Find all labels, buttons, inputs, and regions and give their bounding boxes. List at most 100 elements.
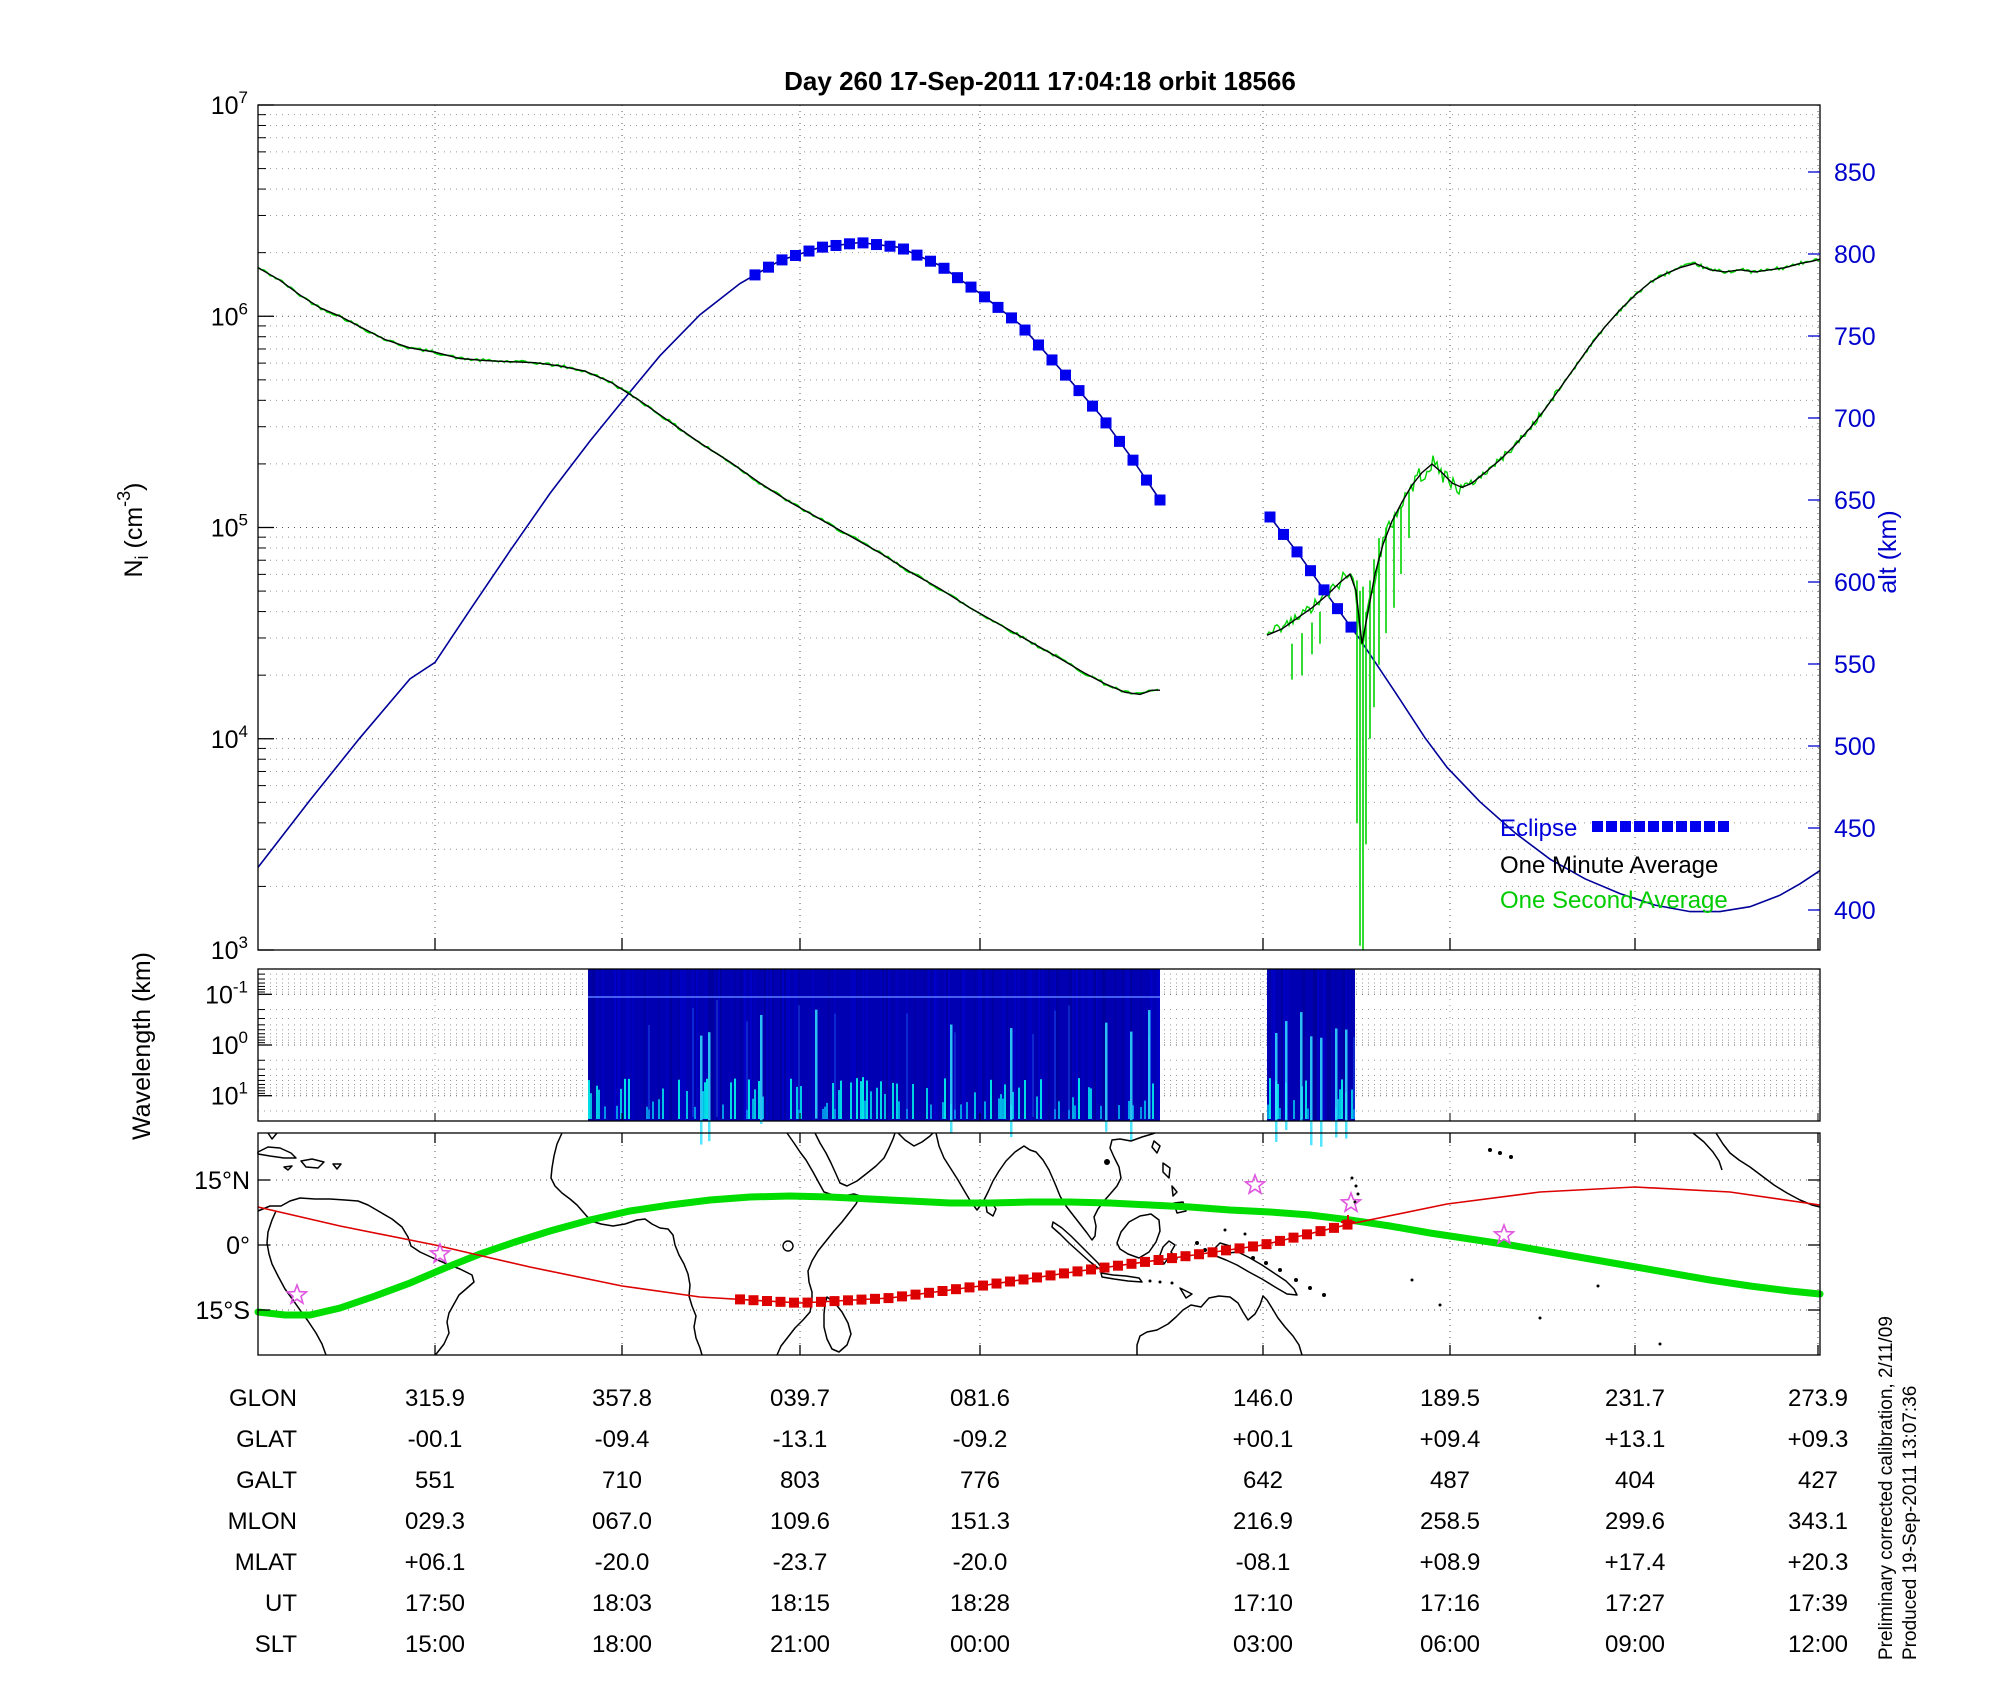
table-cell: +08.9: [1420, 1549, 1481, 1576]
table-cell: 216.9: [1233, 1508, 1293, 1535]
spec-bottom-streak: [1337, 1099, 1339, 1119]
figure-title: Day 260 17-Sep-2011 17:04:18 orbit 18566: [784, 66, 1296, 96]
spec-bottom-streak: [840, 1080, 842, 1119]
spec-streak: [594, 969, 596, 1121]
table-cell: 404: [1615, 1467, 1655, 1494]
spec-streak: [812, 969, 814, 1121]
spec-bright-spike: [1130, 1031, 1133, 1141]
ground-eclipse-marker: [1315, 1226, 1326, 1237]
eclipse-marker: [1006, 312, 1017, 324]
spec-streak: [948, 969, 950, 1121]
spec-streak: [1042, 969, 1044, 1121]
spec-streak: [856, 969, 858, 1121]
ground-eclipse-marker: [1302, 1229, 1312, 1240]
spec-streak: [850, 969, 852, 1121]
coastline: [1151, 1140, 1161, 1154]
spec-streak: [764, 969, 766, 1121]
spec-streak: [986, 969, 988, 1121]
table-cell: 00:00: [950, 1631, 1010, 1658]
island-dot: [1538, 1316, 1542, 1320]
spec-streak: [1122, 969, 1124, 1121]
island-dot: [1410, 1278, 1414, 1282]
ground-eclipse-marker: [856, 1294, 867, 1305]
ground-eclipse-marker: [897, 1291, 907, 1302]
ground-eclipse-marker: [1059, 1268, 1069, 1279]
spec-bright-spike: [1300, 1012, 1303, 1122]
spec-streak: [1028, 969, 1030, 1121]
coastline: [1692, 1132, 1723, 1171]
coastline: [300, 1158, 325, 1169]
ni-tick-label: 103: [211, 933, 248, 965]
coastline: [266, 1210, 327, 1356]
ground-eclipse-marker: [1180, 1251, 1191, 1262]
eclipse-marker: [884, 240, 896, 252]
alt-tick-label: 600: [1834, 569, 1876, 597]
spec-streak: [1096, 969, 1098, 1121]
spec-bottom-streak: [1074, 1105, 1076, 1119]
table-cell: 487: [1430, 1467, 1470, 1494]
spec-streak: [1303, 969, 1305, 1121]
spec-streak: [1036, 969, 1038, 1121]
spec-streak: [906, 969, 908, 1121]
spec-bottom-streak: [1305, 1080, 1307, 1119]
alt-tick-label: 450: [1834, 815, 1876, 843]
spec-bottom-streak: [826, 1102, 828, 1119]
spec-bottom-streak: [880, 1081, 882, 1119]
one-minute-average-seg2: [1266, 258, 1821, 644]
spec-streak: [1269, 969, 1271, 1121]
spec-streak: [646, 969, 648, 1121]
legend-dash: [1662, 821, 1673, 832]
ground-eclipse-marker: [1167, 1253, 1177, 1264]
map-lat-label-0: 0°: [226, 1232, 250, 1260]
spec-streak: [798, 969, 800, 1121]
ground-eclipse-marker: [1153, 1255, 1164, 1266]
table-cell: 551: [415, 1467, 455, 1494]
coastline: [776, 1132, 861, 1356]
spec-streak: [1056, 969, 1058, 1121]
spec-streak: [974, 969, 976, 1121]
coastline: [1136, 1295, 1303, 1356]
spec-streak: [978, 969, 980, 1121]
ephemeris-table: GLON 315.9 357.8 039.7 081.6 146.0 189.5 231.7 2…: [228, 1385, 1849, 1658]
spec-streak: [1088, 969, 1090, 1121]
ground-station-star: [285, 1282, 309, 1305]
alt-tick-label: 400: [1834, 897, 1876, 925]
table-cell: 146.0: [1233, 1385, 1293, 1412]
spec-bottom-streak: [990, 1079, 992, 1119]
spec-bottom-streak: [1100, 1105, 1102, 1119]
spec-mid-streak: [692, 1007, 694, 1117]
table-cell: 09:00: [1605, 1631, 1665, 1658]
table-cell: -23.7: [773, 1549, 828, 1576]
lake: [782, 1240, 794, 1252]
wavelength-spectrogram-panel: 10-1 100 101: [205, 968, 1821, 1147]
eclipse-marker: [830, 239, 842, 251]
spec-bottom-streak: [754, 1089, 756, 1119]
eclipse-marker: [965, 281, 977, 293]
map-frame: [257, 1132, 1821, 1356]
spec-bright-spike: [1275, 1032, 1278, 1142]
spec-streak: [720, 969, 722, 1121]
eclipse-marker: [1305, 565, 1316, 577]
spec-bottom-streak: [942, 1102, 944, 1119]
spec-bottom-streak: [734, 1078, 736, 1119]
spec-bottom-streak: [1277, 1084, 1279, 1119]
spec-bottom-streak: [1012, 1091, 1014, 1119]
spec-streak: [1327, 969, 1329, 1121]
spec-streak: [944, 969, 946, 1121]
spec-bottom-streak: [856, 1078, 858, 1119]
island-dot: [1488, 1148, 1492, 1152]
spec-streak: [590, 969, 592, 1121]
spec-bottom-streak: [1353, 1109, 1355, 1119]
spec-streak: [884, 969, 886, 1121]
ground-eclipse-marker: [951, 1284, 961, 1295]
spec-streak: [946, 969, 948, 1121]
spec-streak: [722, 969, 724, 1121]
spec-mid-streak: [906, 1013, 908, 1117]
spec-bottom-streak: [646, 1106, 648, 1119]
eclipse-marker: [1345, 621, 1357, 633]
ground-eclipse-marker: [1248, 1241, 1258, 1252]
eclipse-marker: [1100, 417, 1112, 429]
island-dot: [1308, 1286, 1312, 1290]
spec-bottom-streak: [1090, 1088, 1092, 1119]
eclipse-marker: [1291, 546, 1303, 558]
